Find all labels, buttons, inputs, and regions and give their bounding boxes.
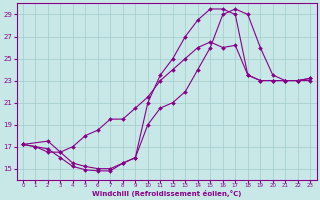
X-axis label: Windchill (Refroidissement éolien,°C): Windchill (Refroidissement éolien,°C): [92, 190, 241, 197]
